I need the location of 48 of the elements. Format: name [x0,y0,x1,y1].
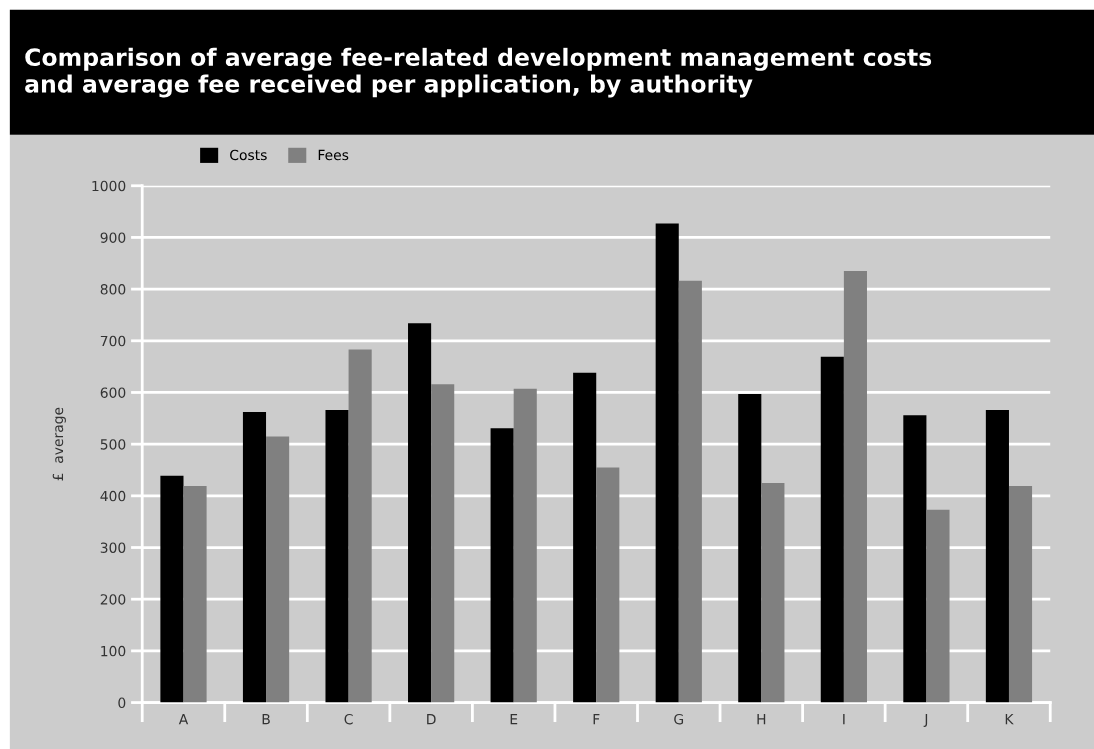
bar [678,280,702,703]
x-tick-label: C [344,713,353,725]
x-tick-label: I [843,714,845,725]
y-tick-label: 0 [118,697,126,709]
bar [843,271,867,703]
bar [408,323,432,703]
bar [820,356,844,703]
y-tick-label: 200 [100,594,126,605]
x-tick-label: A [178,714,189,725]
y-tick-label: 1000 [92,180,126,192]
y-axis-title: £ average [52,407,66,481]
bar [985,410,1009,703]
bar [325,410,349,703]
y-tick-label: 600 [100,387,126,398]
x-tick-label: F [593,714,600,725]
y-tick-label: 300 [100,542,126,553]
bar [573,372,597,703]
y-tick-label: 800 [100,284,126,295]
bar [431,384,455,703]
bar [926,509,950,703]
y-tick-label: 700 [100,335,126,347]
bar [183,486,207,703]
x-tick-label: K [1005,714,1014,725]
bar [242,412,267,703]
bar [1008,486,1033,703]
bar [348,349,372,703]
chart-title: Comparison of average fee-related development management costs and average fee received per application, by authority [25,47,932,98]
bar [738,394,762,703]
bar [266,436,290,703]
bar [903,415,927,703]
x-tick-label: G [674,713,684,725]
bar [490,428,514,703]
bar [596,467,620,703]
y-tick-label: 400 [100,490,126,502]
legend-label: Fees [318,149,349,161]
bar [160,475,184,703]
x-tick-label: B [262,714,270,725]
bar [513,388,537,703]
x-tick-label: E [510,714,518,725]
y-tick-label: 500 [100,439,126,450]
y-tick-label: 900 [100,232,126,243]
legend-label: Costs [230,149,267,161]
x-tick-label: J [923,714,928,728]
bar [655,223,679,703]
x-tick-label: H [757,714,766,725]
bar [761,482,785,703]
y-tick-label: 100 [101,645,126,657]
x-tick-label: D [427,714,436,725]
